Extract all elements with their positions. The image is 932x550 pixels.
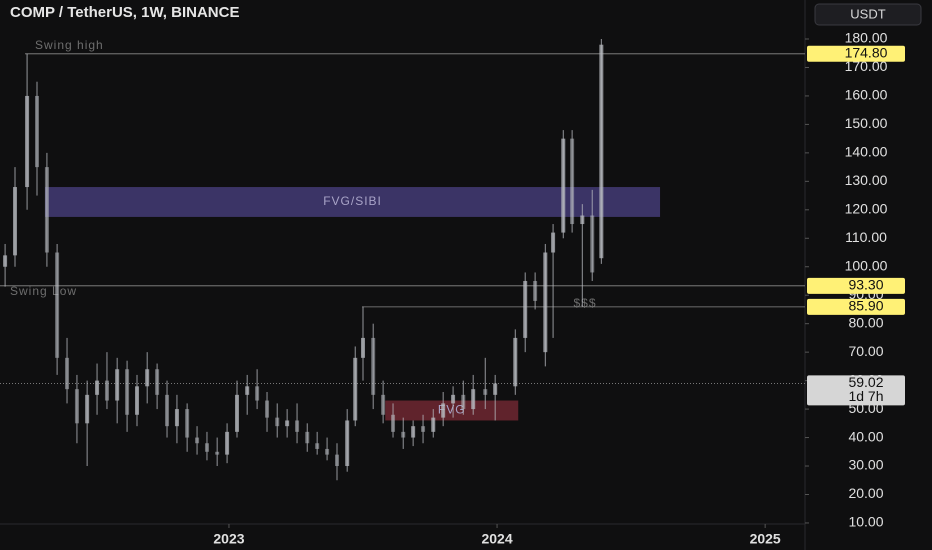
candle-body	[315, 443, 320, 449]
candle-body	[104, 380, 109, 401]
currency-label[interactable]: USDT	[850, 6, 885, 21]
price-badge	[807, 45, 905, 62]
candle-body	[234, 394, 239, 432]
zone-label: FVG/SIBI	[323, 194, 382, 208]
candle-body	[65, 357, 70, 390]
candle-body	[85, 394, 90, 424]
candle-body	[115, 369, 120, 401]
candle-body	[34, 95, 39, 168]
y-tick-label: 120.00	[845, 201, 888, 217]
candle-body	[265, 400, 270, 418]
candle-body	[55, 252, 60, 358]
candle-body	[204, 443, 209, 452]
candle-body	[391, 414, 396, 432]
y-tick-label: 70.00	[848, 343, 883, 359]
candle-body	[551, 232, 556, 253]
candle-body	[381, 394, 386, 415]
chart-title: COMP / TetherUS, 1W, BINANCE	[10, 4, 239, 21]
y-tick-label: 40.00	[848, 428, 883, 444]
candle-body	[3, 255, 8, 267]
y-tick-label: 30.00	[848, 457, 883, 473]
candle-body	[543, 252, 548, 353]
candle-body	[590, 215, 595, 273]
candle-body	[44, 167, 49, 253]
candle-body	[533, 280, 538, 301]
candle-body	[305, 431, 310, 444]
candle-body	[580, 215, 585, 225]
y-tick-label: 10.00	[848, 514, 883, 530]
level-label: $$$	[573, 296, 596, 310]
price-badge	[807, 298, 905, 315]
y-tick-label: 150.00	[845, 115, 888, 131]
candle-body	[421, 426, 426, 432]
candle-body	[174, 409, 179, 427]
candle-body	[483, 389, 488, 395]
candle-body	[245, 386, 250, 395]
candle-body	[155, 369, 160, 395]
y-tick-label: 180.00	[845, 30, 888, 46]
y-tick-label: 20.00	[848, 485, 883, 501]
candle-body	[371, 337, 376, 395]
price-badge-label: 174.80	[845, 45, 888, 61]
y-tick-label: 160.00	[845, 87, 888, 103]
candle-body	[401, 431, 406, 438]
price-badge-label: 85.90	[848, 298, 883, 314]
candle-body	[225, 431, 230, 455]
y-tick-label: 140.00	[845, 144, 888, 160]
x-tick-label: 2023	[213, 531, 244, 547]
candle-body	[441, 403, 446, 418]
last-price-label: 59.02	[848, 374, 883, 390]
price-badge	[807, 277, 905, 294]
x-tick-label: 2024	[481, 531, 512, 547]
y-tick-label: 170.00	[845, 58, 888, 74]
candle-body	[353, 357, 358, 421]
candle-body	[185, 409, 190, 438]
candle-body	[411, 426, 416, 438]
candle-body	[513, 337, 518, 387]
candle-body	[295, 420, 300, 432]
candle-body	[471, 389, 476, 410]
candle-body	[325, 448, 330, 455]
candle-body	[361, 337, 366, 358]
candle-body	[13, 187, 18, 256]
candle-body	[561, 138, 566, 233]
candle-body	[523, 280, 528, 338]
candle-body	[285, 420, 290, 427]
candle-body	[125, 369, 130, 415]
x-tick-label: 2025	[750, 531, 781, 547]
candle-body	[165, 394, 170, 427]
candle-body	[255, 386, 260, 401]
y-tick-label: 80.00	[848, 314, 883, 330]
candle-body	[451, 394, 456, 404]
y-tick-label: 100.00	[845, 257, 888, 273]
price-badge-label: 93.30	[848, 277, 883, 293]
candle-body	[74, 389, 79, 424]
candle-body	[145, 369, 150, 387]
candle-body	[195, 437, 200, 444]
candle-body	[431, 417, 436, 432]
candle-body	[25, 95, 30, 188]
candle-body	[215, 451, 220, 455]
candle-body	[95, 380, 100, 395]
candle-body	[275, 417, 280, 427]
currency-button[interactable]	[814, 3, 922, 26]
countdown-label: 1d 7h	[848, 388, 883, 404]
candle-body	[334, 454, 339, 467]
y-tick-label: 110.00	[845, 229, 887, 245]
level-label: Swing Low	[10, 284, 77, 298]
level-label: Swing high	[35, 38, 104, 52]
candle-body	[345, 420, 350, 467]
candle-body	[493, 383, 498, 395]
candle-body	[570, 138, 575, 225]
candle-body	[134, 386, 139, 415]
candle-body	[461, 394, 466, 410]
y-tick-label: 130.00	[845, 172, 888, 188]
candle-body	[599, 44, 604, 259]
last-price-badge	[807, 375, 905, 406]
fvg-zone	[45, 187, 661, 217]
